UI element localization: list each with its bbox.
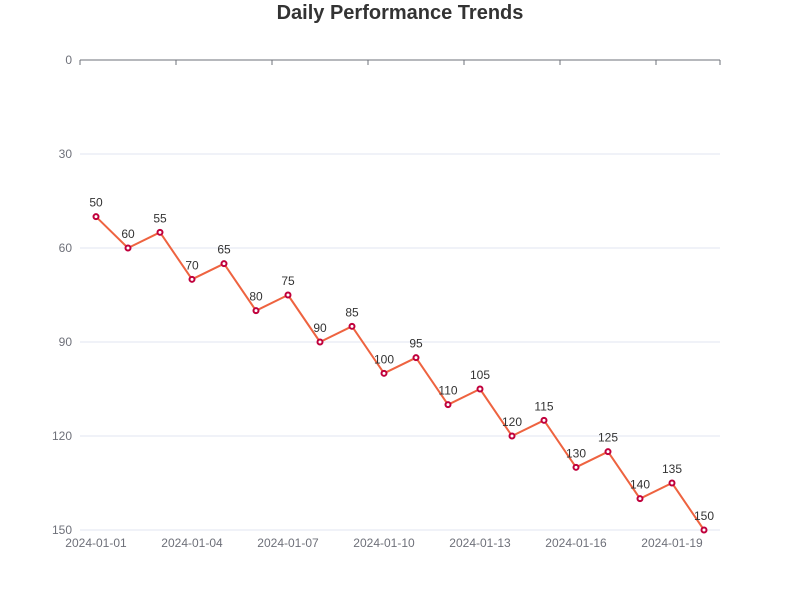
data-label: 65 <box>217 243 231 257</box>
y-axis: 0 30 60 90 120 150 <box>52 53 72 537</box>
data-label: 85 <box>345 305 359 319</box>
data-point[interactable] <box>668 479 676 487</box>
series-line <box>95 215 705 531</box>
data-label: 115 <box>534 399 553 413</box>
x-tick-label: 2024-01-13 <box>449 536 511 550</box>
data-label: 60 <box>121 227 135 241</box>
x-tick-label: 2024-01-04 <box>161 536 223 550</box>
data-point[interactable] <box>156 228 164 236</box>
data-point[interactable] <box>444 401 452 409</box>
data-point[interactable] <box>348 322 356 330</box>
y-tick-label: 90 <box>59 335 73 349</box>
y-tick-label: 120 <box>52 429 72 443</box>
data-label: 150 <box>694 509 714 523</box>
x-tick-label: 2024-01-07 <box>257 536 319 550</box>
series <box>95 215 705 531</box>
data-label: 50 <box>89 196 103 210</box>
y-tick-label: 150 <box>52 523 72 537</box>
data-point[interactable] <box>92 213 100 221</box>
data-point[interactable] <box>124 244 132 252</box>
data-label: 75 <box>281 274 295 288</box>
y-tick-label: 30 <box>59 147 73 161</box>
data-label: 100 <box>374 352 394 366</box>
data-point[interactable] <box>316 338 324 346</box>
data-point[interactable] <box>188 275 196 283</box>
grid-lines <box>80 153 720 531</box>
data-points <box>92 213 708 534</box>
data-label: 95 <box>409 337 423 351</box>
data-point[interactable] <box>380 369 388 377</box>
x-tick-label: 2024-01-19 <box>641 536 703 550</box>
x-tick-label: 2024-01-16 <box>545 536 607 550</box>
data-label: 90 <box>313 321 327 335</box>
data-point[interactable] <box>220 260 228 268</box>
data-label: 55 <box>153 211 167 225</box>
x-tick-label: 2024-01-10 <box>353 536 415 550</box>
y-tick-label: 60 <box>59 241 73 255</box>
data-label: 80 <box>249 290 263 304</box>
y-tick-label: 0 <box>65 53 72 67</box>
data-label: 105 <box>470 368 490 382</box>
data-point[interactable] <box>508 432 516 440</box>
data-point[interactable] <box>572 463 580 471</box>
data-label: 120 <box>502 415 522 429</box>
data-point[interactable] <box>700 526 708 534</box>
chart-title: Daily Performance Trends <box>276 2 524 24</box>
data-label: 110 <box>438 384 457 398</box>
x-tick-label: 2024-01-01 <box>65 536 127 550</box>
data-point[interactable] <box>412 354 420 362</box>
data-point[interactable] <box>636 495 644 503</box>
data-labels: 50 60 55 70 65 80 75 90 85 100 95 110 105 120 115 130 12… <box>89 196 714 523</box>
data-point[interactable] <box>476 385 484 393</box>
data-point[interactable] <box>540 416 548 424</box>
data-label: 125 <box>598 431 618 445</box>
data-point[interactable] <box>604 448 612 456</box>
data-label: 70 <box>185 258 199 272</box>
data-label: 130 <box>566 446 586 460</box>
data-label: 135 <box>662 462 682 476</box>
data-point[interactable] <box>252 307 260 315</box>
data-point[interactable] <box>284 291 292 299</box>
x-axis: 2024-01-01 2024-01-04 2024-01-07 2024-01-10… <box>65 59 721 550</box>
data-label: 140 <box>630 478 650 492</box>
